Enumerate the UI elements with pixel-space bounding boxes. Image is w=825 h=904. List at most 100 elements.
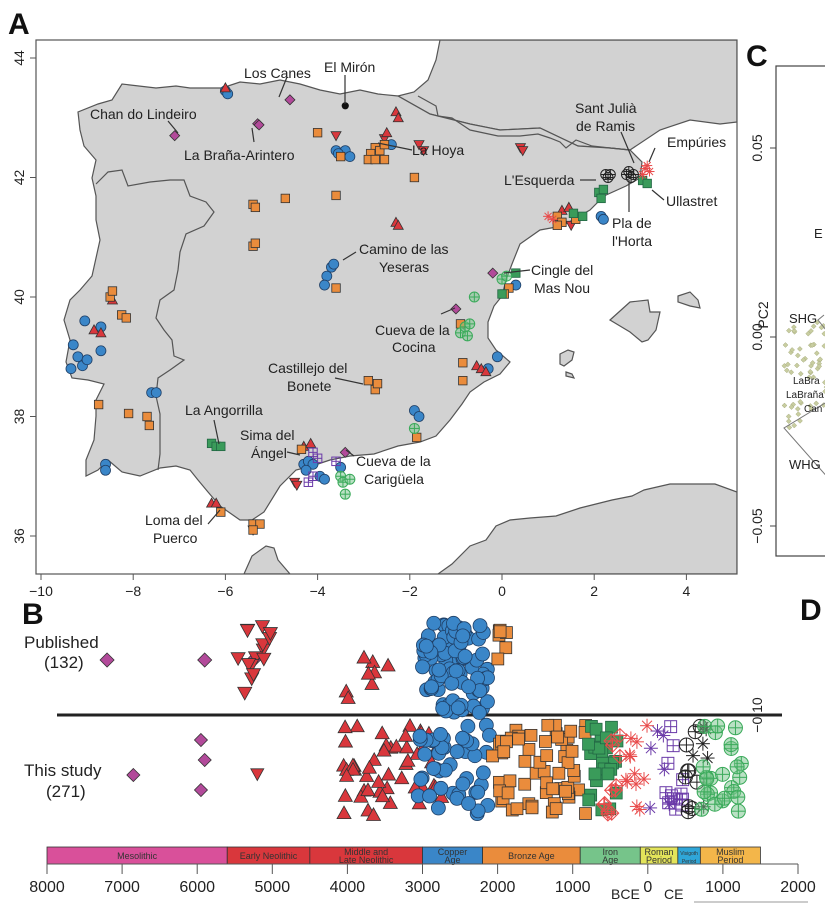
this-study-point-square [501, 786, 515, 800]
site-marker-muslim [339, 488, 351, 500]
this-study-point-square-green [588, 767, 602, 781]
y-tick-label: 44 [11, 50, 27, 66]
published-point-triangle-down [240, 658, 257, 672]
pca-point [785, 413, 792, 420]
site-marker-bronze_age [331, 190, 341, 201]
this-study-point-square-green [605, 720, 618, 734]
this-study-point-circle [433, 727, 448, 742]
this-study-point-square [518, 754, 532, 768]
this-study-point-circle [449, 744, 465, 759]
timeline-tick-label: 4000 [330, 879, 366, 896]
this-study-point-square [549, 802, 563, 815]
site-marker-bronze_age [250, 202, 261, 213]
this-study-point-asterisk-red [629, 734, 644, 749]
site-marker-iron_age [642, 178, 652, 189]
label-de-ramis: de Ramis [576, 118, 635, 134]
leader-empuries [648, 147, 656, 163]
this-study-point-diamond [126, 767, 141, 783]
published-point-circle [444, 675, 460, 691]
site-marker-roman [543, 211, 554, 222]
site-marker-iron_age [578, 211, 588, 221]
leader-camino [342, 251, 357, 261]
published-point-circle [435, 700, 451, 716]
this-study-point-triangle-up [337, 733, 354, 748]
period-label: Period [717, 855, 743, 865]
leader-chan-do-lindeiro [167, 120, 179, 134]
published-point-circle [424, 679, 439, 695]
asterisk-stroke [697, 738, 709, 749]
label-lhorta: l'Horta [612, 233, 652, 249]
this-study-point-asterisk-red [629, 777, 644, 792]
site-marker-mesolithic [487, 267, 499, 279]
y-tick-label: 40 [11, 289, 27, 305]
pca-point [794, 352, 801, 359]
site-marker-bronze_age [412, 432, 422, 443]
pca-point [807, 368, 814, 375]
published-point-triangle-up [360, 665, 377, 680]
site-marker-bronze_age [248, 525, 258, 535]
asterisk-stroke [641, 720, 653, 732]
leader-cariguela [345, 449, 355, 457]
timeline-tick-label: 1000 [555, 879, 591, 896]
site-labels: Los Canes El Mirón Chan do Lindeiro La B… [90, 59, 726, 546]
site-marker-bronze_age [121, 313, 131, 323]
period-bar: Mesolithic Early Neolithic Middle andLate … [46, 846, 761, 865]
this-study-point-circle-cross-green [727, 720, 743, 736]
site-marker-visigoth [312, 453, 323, 464]
site-marker-early_neolithic [291, 480, 303, 492]
pca-point [810, 323, 817, 330]
published-point-triangle-down [245, 668, 262, 683]
this-study-point-circle-cross-green [729, 759, 745, 775]
portugal-border [95, 169, 215, 471]
x-tick-label: −10 [29, 583, 53, 599]
this-study-point-circle-cross-black [678, 737, 694, 753]
site-marker-iron_age [596, 193, 606, 204]
pyrenees-border [417, 95, 631, 151]
leader-los-canes [278, 76, 288, 98]
label-lesquerda: L'Esquerda [504, 172, 575, 188]
site-marker-copper_age [100, 464, 111, 476]
leader-castillejo [334, 377, 364, 385]
site-marker-iron_black [625, 172, 637, 183]
period-label: Period [682, 859, 697, 865]
asterisk-stroke [624, 751, 636, 762]
pca-label-whg: WHG [789, 457, 821, 472]
this-study-point-circle [426, 761, 442, 776]
leader-loma [207, 509, 221, 525]
x-tick-label: 4 [683, 583, 691, 599]
label-ullastret: Ullastret [666, 193, 717, 209]
this-study-point-triangle-up [361, 759, 378, 774]
this-study-point-circle-cross-green [696, 784, 712, 800]
published-point-triangle-down [254, 620, 271, 635]
asterisk-stroke [620, 774, 632, 786]
site-marker-mesolithic [284, 94, 296, 106]
this-study-point-circle-cross-green [715, 766, 731, 782]
this-study-point-square-cross-purple [666, 739, 680, 753]
site-marker-mid_late_neolithic [210, 497, 222, 508]
site-marker-visigoth [308, 471, 318, 481]
x-tick-label: −8 [125, 583, 141, 599]
africa-landmass [243, 483, 737, 574]
y-tick-label: 38 [11, 409, 27, 425]
this-study-point-square-cross-purple [674, 787, 688, 801]
menorca-island [677, 291, 701, 309]
site-marker-mid_late_neolithic [95, 327, 107, 338]
y-tick-label: 36 [11, 528, 27, 544]
panel-a-letter: A [8, 8, 30, 41]
site-marker-copper_age [491, 351, 503, 363]
mallorca-island [608, 299, 661, 343]
site-marker-iron_black [602, 172, 614, 183]
pca-point [785, 418, 792, 425]
this-study-point-triangle-up [337, 787, 354, 802]
published-point-triangle-down [262, 627, 279, 641]
this-study-point-asterisk-black [695, 736, 710, 751]
pca-point [808, 328, 814, 334]
period-label: Early Neolithic [240, 851, 298, 861]
label-cueva-de-la-2: Cueva de la [356, 453, 431, 469]
published-point-triangle-up [364, 676, 380, 690]
this-study-point-square [486, 749, 499, 763]
this-study-point-square [541, 718, 555, 732]
site-marker-copper_age [150, 387, 162, 399]
y-tick-label: 42 [11, 170, 27, 186]
this-study-point-circle [430, 800, 446, 816]
